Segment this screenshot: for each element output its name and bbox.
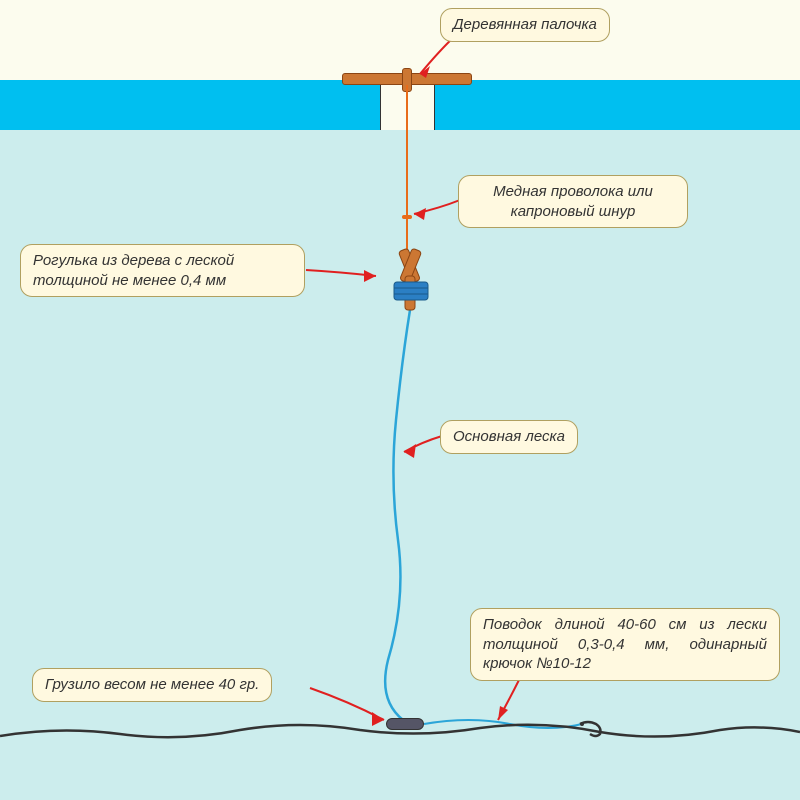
label-wire: Медная проволока или капроновый шнур bbox=[458, 175, 688, 228]
label-leader: Поводок длиной 40-60 см из лески толщино… bbox=[470, 608, 780, 681]
label-main-line: Основная леска bbox=[440, 420, 578, 454]
wire-knot bbox=[402, 215, 412, 219]
sinker-weight bbox=[386, 718, 424, 730]
label-rogulka: Рогулька из дерева с леской толщиной не … bbox=[20, 244, 305, 297]
label-wooden-stick: Деревянная палочка bbox=[440, 8, 610, 42]
top-background bbox=[0, 0, 800, 80]
label-weight: Грузило весом не менее 40 гр. bbox=[32, 668, 272, 702]
copper-wire-line bbox=[406, 85, 408, 255]
